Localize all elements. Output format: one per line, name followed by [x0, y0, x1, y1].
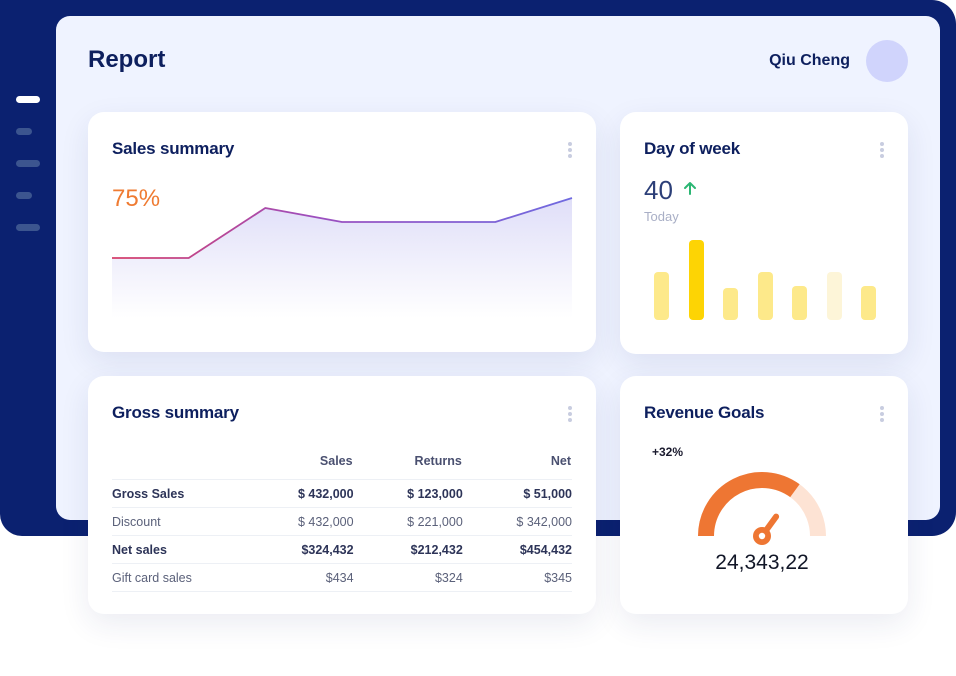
day-more-icon[interactable]	[880, 142, 884, 160]
gross-more-icon[interactable]	[568, 406, 572, 424]
day-bar	[757, 272, 773, 320]
sidebar-item-1[interactable]	[16, 96, 40, 103]
gauge-filled-arc	[698, 472, 800, 537]
revenue-goals-card: Revenue Goals +32% 24,343,22	[620, 376, 908, 614]
day-of-week-title: Day of week	[644, 139, 741, 158]
avatar[interactable]	[866, 40, 908, 82]
revenue-goals-title: Revenue Goals	[644, 403, 765, 422]
sidebar-item-5[interactable]	[16, 224, 40, 231]
returns-cell: $ 221,000	[353, 507, 463, 536]
net-cell: $454,432	[462, 535, 572, 564]
returns-cell: $324	[353, 563, 463, 592]
row-label: Gross Sales	[112, 479, 232, 508]
day-subtitle: Today	[644, 209, 679, 224]
column-header-net: Net	[462, 442, 572, 480]
sidebar-item-4[interactable]	[16, 192, 32, 199]
sidebar-item-2[interactable]	[16, 128, 32, 135]
table-row: Gross Sales $ 432,000 $ 123,000 $ 51,000	[112, 479, 572, 508]
day-value: 40	[644, 175, 673, 205]
day-of-week-card: Day of week 40 Today	[620, 112, 908, 354]
gauge-hub-dot	[758, 532, 766, 540]
day-bar	[654, 272, 669, 320]
sales-summary-chart	[112, 197, 573, 318]
net-cell: $345	[462, 563, 572, 592]
day-bar	[792, 286, 807, 320]
table-row: Net sales $324,432 $212,432 $454,432	[112, 535, 572, 564]
column-header-returns: Returns	[353, 442, 463, 480]
returns-cell: $ 123,000	[353, 479, 463, 508]
net-cell: $ 51,000	[462, 479, 572, 508]
table-row: Gift card sales $434 $324 $345	[112, 563, 572, 592]
net-cell: $ 342,000	[462, 507, 572, 536]
sales-more-icon[interactable]	[568, 142, 572, 160]
revenue-change: +32%	[652, 445, 684, 459]
column-header-label	[112, 442, 232, 480]
day-bar	[688, 240, 704, 320]
revenue-more-icon[interactable]	[880, 406, 884, 424]
sales-summary-card: Sales summary 75%	[88, 112, 596, 352]
sidebar-item-3[interactable]	[16, 160, 40, 167]
gross-summary-table: Sales Returns Net Gross Sales $ 432,000 …	[112, 442, 572, 592]
day-bar	[861, 286, 876, 320]
column-header-sales: Sales	[231, 442, 354, 480]
page-title: Report	[88, 46, 166, 73]
sales-cell: $ 432,000	[231, 507, 354, 536]
row-label: Net sales	[112, 535, 232, 564]
table-row: Discount $ 432,000 $ 221,000 $ 342,000	[112, 507, 572, 536]
day-bar	[826, 272, 842, 320]
sales-cell: $324,432	[231, 535, 354, 564]
revenue-amount: 24,343,22	[715, 551, 809, 574]
gross-summary-title: Gross summary	[112, 403, 239, 422]
sales-summary-title: Sales summary	[112, 139, 235, 158]
arrow-up-icon	[684, 182, 696, 195]
row-label: Discount	[112, 507, 232, 536]
day-bar	[723, 288, 738, 320]
row-label: Gift card sales	[112, 563, 232, 592]
sales-area-fill	[112, 198, 572, 318]
user-name[interactable]: Qiu Cheng	[769, 52, 850, 69]
sales-cell: $434	[231, 563, 354, 592]
table-header-row: Sales Returns Net	[112, 442, 572, 480]
sales-line-series	[112, 197, 573, 259]
returns-cell: $212,432	[353, 535, 463, 564]
sales-percentage: 75%	[112, 185, 161, 212]
sales-cell: $ 432,000	[231, 479, 354, 508]
gross-summary-card: Gross summary Sales Returns Net Gross Sa…	[88, 376, 596, 614]
revenue-gauge	[698, 472, 826, 545]
